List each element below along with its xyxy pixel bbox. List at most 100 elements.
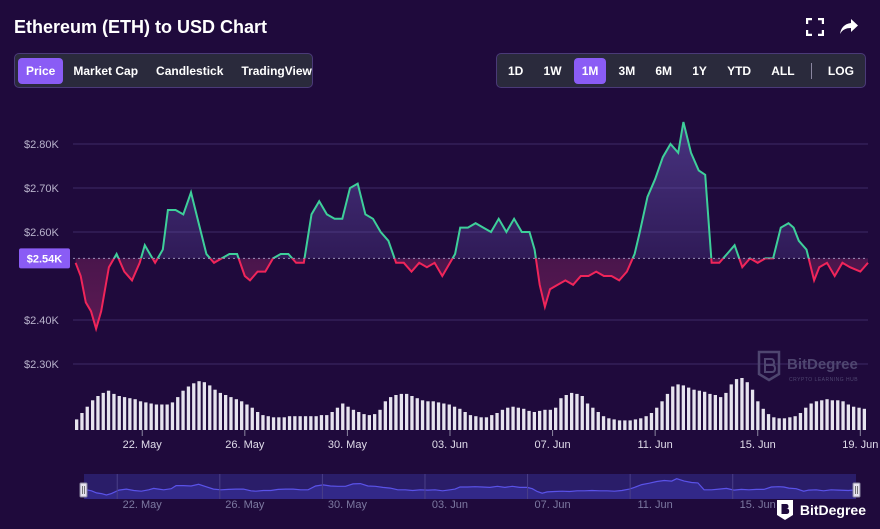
volume-bar <box>820 400 824 430</box>
tab-tradingview[interactable]: TradingView <box>241 63 312 78</box>
volume-bar <box>229 397 233 430</box>
volume-bar <box>729 384 733 430</box>
range-1w[interactable]: 1W <box>543 63 562 78</box>
page-title: Ethereum (ETH) to USD Chart <box>14 17 268 37</box>
volume-bar <box>106 390 111 430</box>
volume-bar <box>750 389 755 430</box>
volume-bar <box>192 383 196 430</box>
share-icon[interactable] <box>838 16 860 38</box>
volume-bar <box>804 407 808 430</box>
volume-bar <box>713 395 717 430</box>
range-1d[interactable]: 1D <box>508 63 524 78</box>
range-all[interactable]: ALL <box>771 63 795 78</box>
volume-bar <box>319 415 324 430</box>
y-axis: $2.30K $2.40K $2.60K $2.70K $2.80K <box>24 139 60 371</box>
volume-bar <box>740 378 744 430</box>
log-scale-toggle[interactable]: LOG <box>827 63 854 78</box>
volume-bar <box>745 382 749 430</box>
range-1m[interactable]: 1M <box>573 57 607 84</box>
volume-bar <box>570 392 574 430</box>
volume-bar <box>170 402 175 430</box>
volume-bar <box>75 419 79 430</box>
price-area-above <box>114 122 809 259</box>
volume-bar <box>681 385 685 430</box>
price-line-up <box>112 121 810 259</box>
volume-bar <box>138 401 143 430</box>
volume-bar <box>165 404 169 430</box>
volume-bar <box>405 393 409 430</box>
volume-bar <box>724 392 728 430</box>
volume-bar <box>176 397 180 430</box>
volume-bar <box>80 413 84 430</box>
range-6m[interactable]: 6M <box>655 63 673 78</box>
volume-bar <box>830 400 834 430</box>
volume-bar <box>676 384 680 430</box>
volume-bar <box>756 401 760 430</box>
fullscreen-icon[interactable] <box>804 16 826 38</box>
volume-bar <box>687 387 691 430</box>
volume-bar <box>814 401 819 430</box>
volume-bar <box>394 395 398 430</box>
x-tick-label: 15. Jun <box>740 439 776 451</box>
range-1y[interactable]: 1Y <box>692 63 707 78</box>
volume-bar <box>554 407 558 430</box>
volume-bar <box>436 402 441 430</box>
navigator[interactable]: 22. May 26. May 30. May 03. Jun 07. Jun 11. J… <box>79 474 861 511</box>
volume-bar <box>261 415 265 430</box>
volume-bar <box>282 417 286 430</box>
volume-bar <box>511 406 515 430</box>
y-tick-label: $2.30K <box>24 359 60 371</box>
volume-bar <box>852 406 856 430</box>
volume-bar <box>245 404 249 430</box>
volume-bar <box>825 399 829 430</box>
volume-bar <box>399 393 403 430</box>
volume-bar <box>516 407 520 430</box>
volume-bar <box>458 408 462 430</box>
tab-price[interactable]: Price <box>18 57 64 84</box>
tab-market-cap[interactable]: Market Cap <box>73 63 139 78</box>
volume-bar <box>234 399 238 430</box>
volume-bar <box>277 417 281 430</box>
volume-bar <box>692 389 696 430</box>
range-3m[interactable]: 3M <box>618 63 636 78</box>
brand-name: BitDegree <box>799 502 866 518</box>
current-price-text: $2.54K <box>27 253 63 265</box>
tab-candlestick[interactable]: Candlestick <box>156 63 224 78</box>
range-ytd[interactable]: YTD <box>727 63 752 78</box>
volume-bar <box>383 401 387 430</box>
volume-bar <box>122 397 127 430</box>
volume-bar <box>314 416 318 430</box>
navigator-right-handle[interactable] <box>852 482 861 498</box>
navigator-tick-label: 30. May <box>328 499 368 511</box>
volume-bar <box>719 397 723 430</box>
volume-bar <box>575 393 579 430</box>
x-tick-label: 19. Jun <box>842 439 878 451</box>
volume-bar <box>144 402 148 430</box>
current-price-label: $2.54K <box>19 248 70 269</box>
volume-bar <box>250 407 254 430</box>
volume-bar <box>468 415 473 430</box>
volume-bar <box>617 420 622 430</box>
navigator-left-handle[interactable] <box>79 482 88 498</box>
volume-bar <box>133 399 137 430</box>
volume-bar <box>841 401 845 430</box>
volume-bar <box>442 403 446 430</box>
volume-bar <box>857 407 861 430</box>
volume-bar <box>495 413 499 430</box>
volume-bar <box>761 408 765 430</box>
volume-bar <box>809 403 813 430</box>
volume-bar <box>431 401 435 430</box>
volume-bar <box>218 392 222 430</box>
volume-bar <box>846 404 850 430</box>
navigator-tick-label: 03. Jun <box>432 499 468 511</box>
volume-bar <box>766 414 771 430</box>
volume-bar <box>341 403 345 430</box>
y-tick-label: $2.70K <box>24 183 60 195</box>
volume-bar <box>772 417 776 430</box>
volume-bar <box>208 385 212 430</box>
navigator-line <box>86 478 857 496</box>
volume-bar <box>607 418 611 430</box>
volume-bar <box>287 416 292 430</box>
volume-bar <box>559 398 563 430</box>
volume-bar <box>415 398 419 430</box>
